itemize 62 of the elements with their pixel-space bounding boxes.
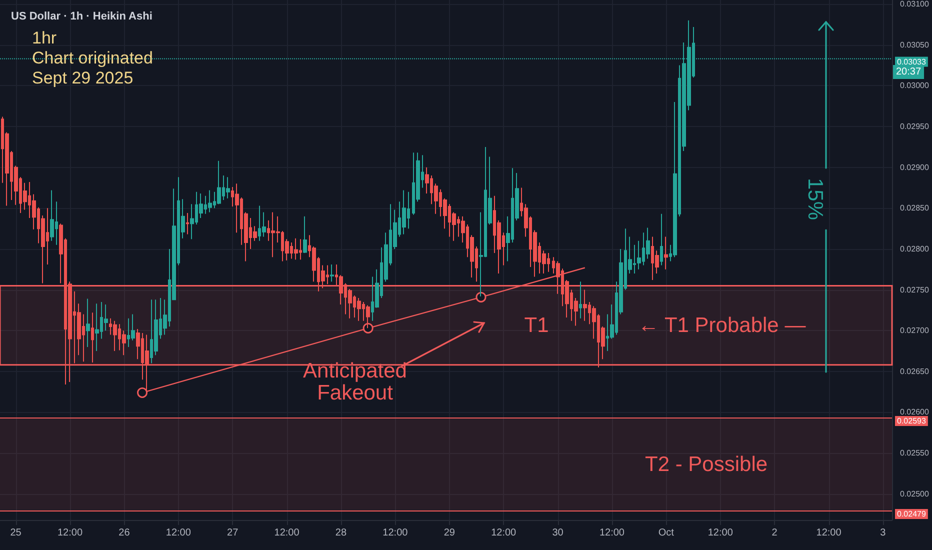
candlestick: [303, 216, 307, 254]
annotation: 1hr Chart originated Sept 29 2025: [32, 28, 153, 88]
ref-line-label: 0.03033: [897, 57, 926, 66]
x-tick-label: 3: [880, 528, 886, 538]
x-tick-label: 12:00: [816, 528, 842, 538]
ref-line-label: 0.02479: [897, 510, 926, 519]
x-tick-label: 29: [444, 528, 456, 538]
candlestick: [294, 238, 298, 260]
point: [137, 387, 148, 398]
candlestick: [402, 190, 406, 235]
point: [476, 292, 486, 302]
candlestick: [186, 212, 189, 235]
y-tick-label: 0.02700: [900, 326, 930, 336]
annotation: Anticipated Fakeout: [303, 360, 407, 404]
x-tick-label: 12:00: [57, 528, 83, 538]
x-tick-label: 25: [10, 528, 22, 538]
candlestick: [579, 281, 582, 319]
band-label: T1: [524, 314, 549, 337]
annotation: ← T1 Probable —: [638, 314, 806, 337]
candlestick: [226, 176, 230, 199]
candlestick: [113, 320, 117, 352]
candlestick: [86, 298, 90, 348]
text: US Dollar · 1h · Heikin Ashi: [11, 10, 152, 22]
y-tick-label: 0.03100: [900, 0, 930, 9]
y-tick-label: 0.02900: [900, 162, 930, 172]
y-tick-label: 0.02550: [900, 448, 930, 458]
y-tick-label: 0.03050: [900, 40, 930, 50]
x-tick-label: 28: [335, 528, 347, 538]
candlestick: [583, 289, 587, 322]
candlestick: [208, 190, 212, 213]
x-tick-label: 30: [552, 528, 564, 538]
x-tick-label: 12:00: [708, 528, 734, 538]
y-tick-label: 0.02650: [900, 366, 930, 376]
ref-line-label: 0.02593: [897, 416, 926, 426]
y-tick-label: 0.02750: [900, 285, 930, 294]
candlestick: [50, 190, 54, 242]
y-tick-label: 0.03000: [900, 81, 930, 90]
y-tick-label: 0.02500: [900, 489, 930, 498]
x-tick-label: 12:00: [599, 528, 625, 538]
x-tick-label: 2: [772, 528, 778, 538]
annotation: 15%: [804, 178, 826, 220]
x-tick-label: 12:00: [382, 528, 408, 538]
text: 20:37: [896, 66, 922, 78]
candlestick: [91, 312, 94, 363]
x-tick-label: 12:00: [274, 528, 300, 538]
point: [362, 322, 374, 334]
candlestick: [330, 264, 334, 282]
x-tick-label: Oct: [658, 528, 674, 538]
candlestick: [664, 236, 668, 270]
candlestick: [95, 303, 99, 352]
x-tick-label: 12:00: [166, 528, 192, 538]
candlestick: [217, 160, 221, 205]
x-tick-label: 12:00: [491, 528, 517, 538]
y-tick-label: 0.02950: [900, 122, 930, 132]
candlestick: [660, 213, 663, 266]
x-tick-label: 27: [227, 528, 239, 538]
y-tick-label: 0.02800: [900, 244, 930, 254]
band-label: T2 - Possible: [645, 452, 768, 476]
y-tick-label: 0.02850: [900, 204, 930, 213]
y-tick-label: 0.02600: [900, 408, 930, 417]
x-tick-label: 26: [118, 528, 130, 538]
candlestick: [357, 297, 361, 322]
